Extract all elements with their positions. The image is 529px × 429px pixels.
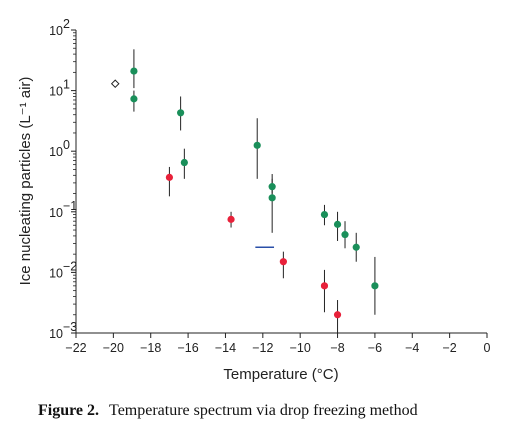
red-data-point [333, 311, 342, 319]
y-tick-label-exponent: −2 [63, 259, 77, 273]
diamond-data-point [110, 79, 120, 89]
red-data-point [279, 258, 287, 266]
x-ticks: −22 −20 −18 −16 −14 −12 −10 −8 −6 −4 −2 0 [65, 333, 491, 355]
green-data-point [371, 282, 379, 290]
y-tick-label-exponent: 0 [63, 138, 70, 152]
x-tick-label: −14 [215, 341, 236, 355]
figure-caption-text: Temperature spectrum via drop freezing m… [109, 402, 418, 419]
x-tick-label: −6 [368, 341, 382, 355]
error-bars [133, 49, 376, 333]
green-data-point [352, 243, 360, 251]
x-tick-label: −16 [177, 341, 198, 355]
x-axis-title: Temperature (°C) [223, 366, 338, 383]
y-tick-label: 10 [49, 145, 63, 159]
figure-caption: Figure 2. Temperature spectrum via drop f… [38, 402, 518, 420]
x-tick-label: −12 [252, 341, 273, 355]
x-tick-label: −20 [103, 341, 124, 355]
x-tick-label: −2 [443, 341, 457, 355]
green-data-point [333, 220, 342, 228]
y-tick-label: 10 [49, 327, 63, 341]
y-tick-label-exponent: −3 [63, 320, 77, 334]
green-data-point [177, 109, 185, 117]
x-tick-label: −18 [140, 341, 161, 355]
y-tick-label: 10 [49, 24, 63, 38]
y-axis-title: Ice nucleating particles (L⁻¹ air) [17, 77, 34, 286]
red-data-point [320, 282, 329, 290]
green-data-point [130, 95, 138, 103]
y-tick-label: 10 [49, 85, 63, 99]
x-tick-label: −4 [405, 341, 419, 355]
green-data-point [130, 67, 138, 75]
red-data-point [227, 215, 235, 223]
x-tick-label: 0 [484, 341, 491, 355]
green-data-point [180, 158, 188, 167]
y-tick-label-exponent: −1 [63, 199, 77, 213]
axes [75, 30, 487, 334]
x-tick-label: −22 [65, 341, 86, 355]
y-tick-label: 10 [49, 206, 63, 220]
figure-caption-label: Figure 2. [38, 402, 100, 419]
data-points [110, 67, 379, 319]
green-data-point [253, 141, 261, 149]
red-data-point [165, 173, 174, 181]
y-tick-label-exponent: 2 [63, 17, 70, 31]
y-tick-label-exponent: 1 [63, 78, 70, 92]
x-tick-label: −8 [330, 341, 344, 355]
green-data-point [341, 231, 349, 239]
y-tick-label: 10 [49, 266, 63, 280]
green-data-point [268, 194, 276, 202]
x-tick-label: −10 [290, 341, 311, 355]
green-data-point [268, 183, 276, 191]
green-data-point [320, 210, 329, 219]
